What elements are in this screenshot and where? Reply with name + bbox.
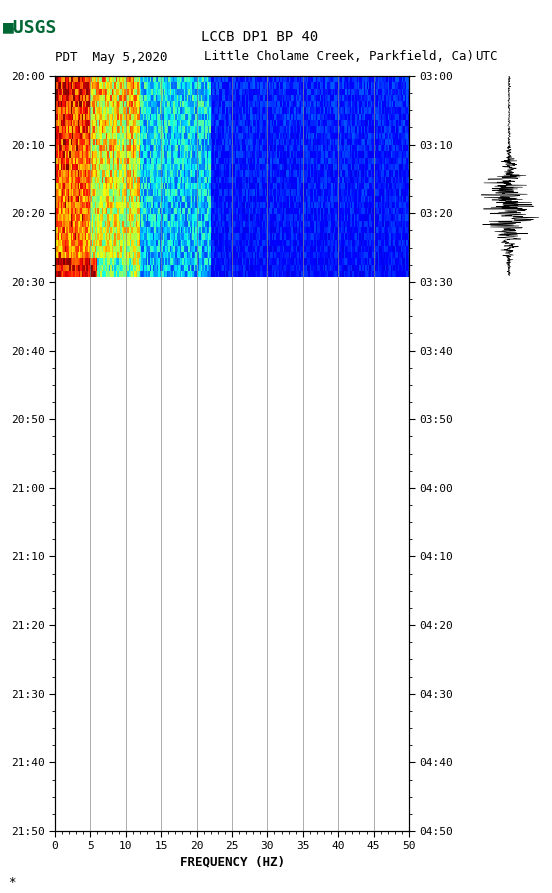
Text: *: *: [8, 876, 16, 889]
Text: PDT  May 5,2020: PDT May 5,2020: [55, 51, 168, 63]
Text: Little Cholame Creek, Parkfield, Ca): Little Cholame Creek, Parkfield, Ca): [204, 51, 474, 63]
Text: UTC: UTC: [475, 51, 497, 63]
Text: ■USGS: ■USGS: [3, 19, 57, 37]
X-axis label: FREQUENCY (HZ): FREQUENCY (HZ): [179, 855, 284, 869]
Text: LCCB DP1 BP 40: LCCB DP1 BP 40: [201, 30, 318, 44]
